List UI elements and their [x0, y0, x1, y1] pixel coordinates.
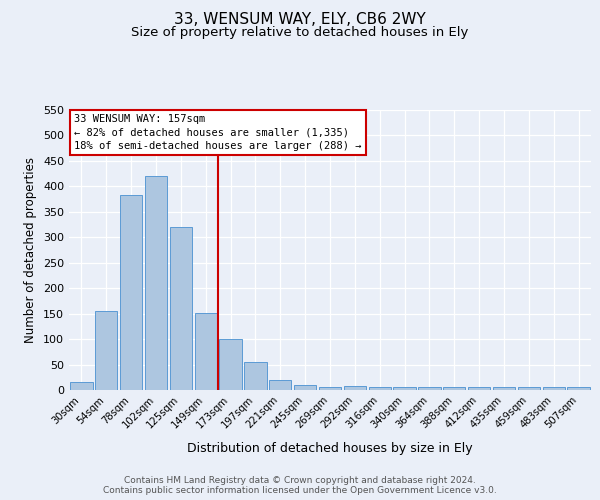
Bar — [294, 385, 316, 390]
Bar — [418, 388, 440, 390]
Bar — [244, 362, 266, 390]
Bar — [319, 388, 341, 390]
Text: 33, WENSUM WAY, ELY, CB6 2WY: 33, WENSUM WAY, ELY, CB6 2WY — [174, 12, 426, 28]
Bar — [394, 388, 416, 390]
Bar — [568, 388, 590, 390]
Bar — [269, 380, 292, 390]
Bar — [120, 195, 142, 390]
Bar — [443, 388, 466, 390]
Text: 33 WENSUM WAY: 157sqm
← 82% of detached houses are smaller (1,335)
18% of semi-d: 33 WENSUM WAY: 157sqm ← 82% of detached … — [74, 114, 362, 150]
Bar — [70, 382, 92, 390]
Bar — [468, 388, 490, 390]
Bar — [344, 386, 366, 390]
Bar — [95, 311, 118, 390]
Bar — [518, 388, 540, 390]
Text: Contains HM Land Registry data © Crown copyright and database right 2024.: Contains HM Land Registry data © Crown c… — [124, 476, 476, 485]
Text: Contains public sector information licensed under the Open Government Licence v3: Contains public sector information licen… — [103, 486, 497, 495]
Text: Size of property relative to detached houses in Ely: Size of property relative to detached ho… — [131, 26, 469, 39]
Bar — [368, 388, 391, 390]
Bar — [170, 227, 192, 390]
X-axis label: Distribution of detached houses by size in Ely: Distribution of detached houses by size … — [187, 442, 473, 454]
Bar — [145, 176, 167, 390]
Bar — [493, 388, 515, 390]
Bar — [542, 388, 565, 390]
Bar — [220, 339, 242, 390]
Bar — [194, 312, 217, 390]
Y-axis label: Number of detached properties: Number of detached properties — [25, 157, 37, 343]
